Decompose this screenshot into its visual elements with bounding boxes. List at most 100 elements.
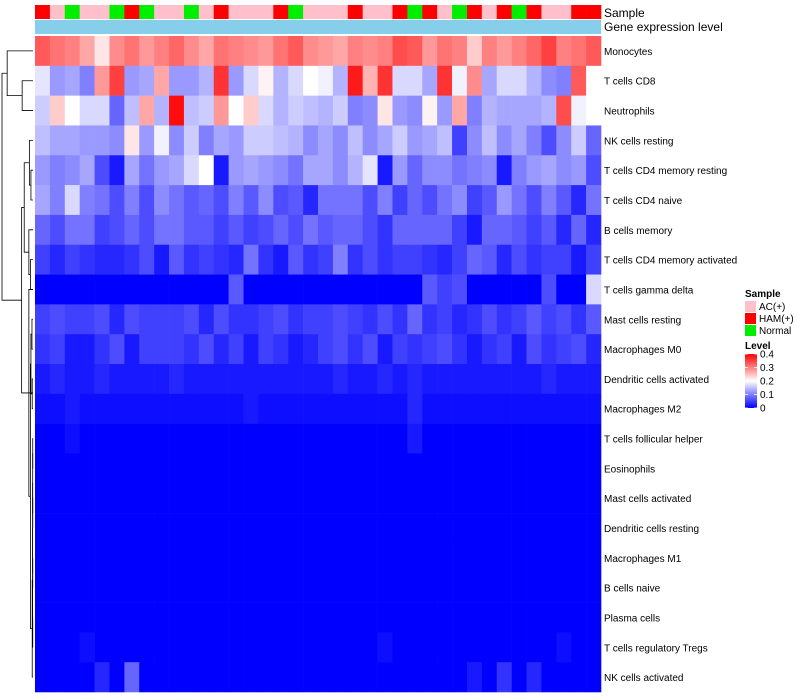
heatmap-cell	[586, 423, 602, 454]
heatmap-cell	[258, 393, 274, 424]
heatmap-cell	[496, 304, 512, 335]
heatmap-cell	[586, 453, 602, 484]
heatmap-cell	[496, 95, 512, 126]
heatmap-cell	[362, 244, 378, 275]
heatmap-cell	[481, 334, 498, 365]
heatmap-cell	[496, 572, 512, 603]
heatmap-cell	[332, 125, 349, 156]
heatmap-cell	[183, 423, 200, 454]
heatmap-cell	[362, 274, 378, 305]
heatmap-cell	[422, 334, 438, 365]
heatmap-cell	[169, 185, 185, 216]
heatmap-cell	[154, 65, 170, 96]
heatmap-cell	[332, 423, 349, 454]
level-tick-label: 0.2	[760, 377, 774, 388]
level-tick-label: 0	[760, 404, 766, 415]
heatmap-cell	[243, 423, 259, 454]
heatmap-cell	[64, 483, 80, 514]
heatmap-cell	[422, 125, 438, 156]
sample-annotation-cell	[213, 5, 229, 19]
sample-annotation-cell	[511, 5, 527, 19]
heatmap-cell	[526, 244, 542, 275]
heatmap-cell	[64, 274, 80, 305]
heatmap-cell	[303, 453, 319, 484]
heatmap-cell	[392, 214, 408, 246]
heatmap-cell	[243, 632, 259, 663]
heatmap-cell	[94, 214, 110, 246]
heatmap-cell	[481, 214, 498, 246]
heatmap-cell	[377, 602, 393, 633]
heatmap-cell	[198, 125, 215, 156]
heatmap-cell	[154, 95, 170, 126]
heatmap-cell	[362, 185, 378, 216]
dendrogram-branch	[28, 229, 33, 275]
heatmap-cell	[124, 602, 140, 633]
heatmap-cell	[124, 572, 140, 603]
heatmap-cell	[273, 364, 289, 395]
heatmap-cell	[586, 602, 602, 633]
heatmap-cell	[109, 602, 125, 633]
heatmap-cell	[526, 602, 542, 633]
heatmap-cell	[407, 662, 423, 693]
heatmap-cell	[64, 244, 80, 275]
heatmap-cell	[124, 423, 140, 454]
heatmap-cell	[273, 185, 289, 216]
heatmap-cell	[586, 274, 602, 305]
heatmap-cell	[481, 542, 498, 574]
heatmap-cell	[377, 393, 393, 424]
heatmap-cell	[526, 364, 542, 395]
heatmap-cell	[109, 364, 125, 395]
heatmap-cell	[213, 274, 229, 305]
heatmap-cell	[481, 65, 498, 96]
heatmap-cell	[511, 483, 527, 514]
sample-annotation-cell	[169, 5, 185, 19]
heatmap-cell	[556, 244, 572, 275]
heatmap-cell	[124, 155, 140, 186]
heatmap-cell	[452, 423, 468, 454]
heatmap-cell	[35, 95, 51, 126]
heatmap-cell	[124, 632, 140, 663]
heatmap-cell	[94, 244, 110, 275]
heatmap-cell	[49, 542, 66, 574]
heatmap-cell	[169, 542, 185, 574]
heatmap-cell	[332, 334, 349, 365]
heatmap-cell	[556, 36, 572, 67]
heatmap-cell	[79, 185, 95, 216]
heatmap-cell	[466, 513, 483, 544]
heatmap-cell	[243, 662, 259, 693]
heatmap-cell	[407, 244, 423, 275]
heatmap-cell	[79, 304, 95, 335]
heatmap-cell	[452, 513, 468, 544]
heatmap-cell	[79, 572, 95, 603]
heatmap-cell	[198, 334, 215, 365]
heatmap-cell	[273, 95, 289, 126]
heatmap-cell	[407, 572, 423, 603]
heatmap-cell	[392, 274, 408, 305]
heatmap-cell	[556, 513, 572, 544]
heatmap-cell	[35, 65, 51, 96]
heatmap-cell	[571, 214, 587, 246]
heatmap-cell	[407, 513, 423, 544]
sample-annotation-cell	[139, 5, 155, 19]
heatmap-cell	[124, 125, 140, 156]
heatmap-cell	[228, 244, 244, 275]
heatmap-cell	[228, 214, 244, 246]
heatmap-cell	[64, 423, 80, 454]
heatmap-cell	[571, 453, 587, 484]
sample-annotation-cell	[243, 5, 259, 19]
heatmap-cell	[303, 125, 319, 156]
heatmap-cell	[407, 423, 423, 454]
heatmap-cell	[49, 453, 66, 484]
heatmap-cell	[109, 334, 125, 365]
legend-swatch-normal	[745, 325, 756, 336]
heatmap-cell	[511, 185, 527, 216]
heatmap-cell	[139, 662, 155, 693]
heatmap-cell	[49, 155, 66, 186]
heatmap-cell	[571, 36, 587, 67]
heatmap-cell	[377, 542, 393, 574]
heatmap-cell	[452, 95, 468, 126]
heatmap-cell	[422, 185, 438, 216]
heatmap-cell	[79, 632, 95, 663]
heatmap-cell	[318, 65, 334, 96]
heatmap-cell	[139, 155, 155, 186]
